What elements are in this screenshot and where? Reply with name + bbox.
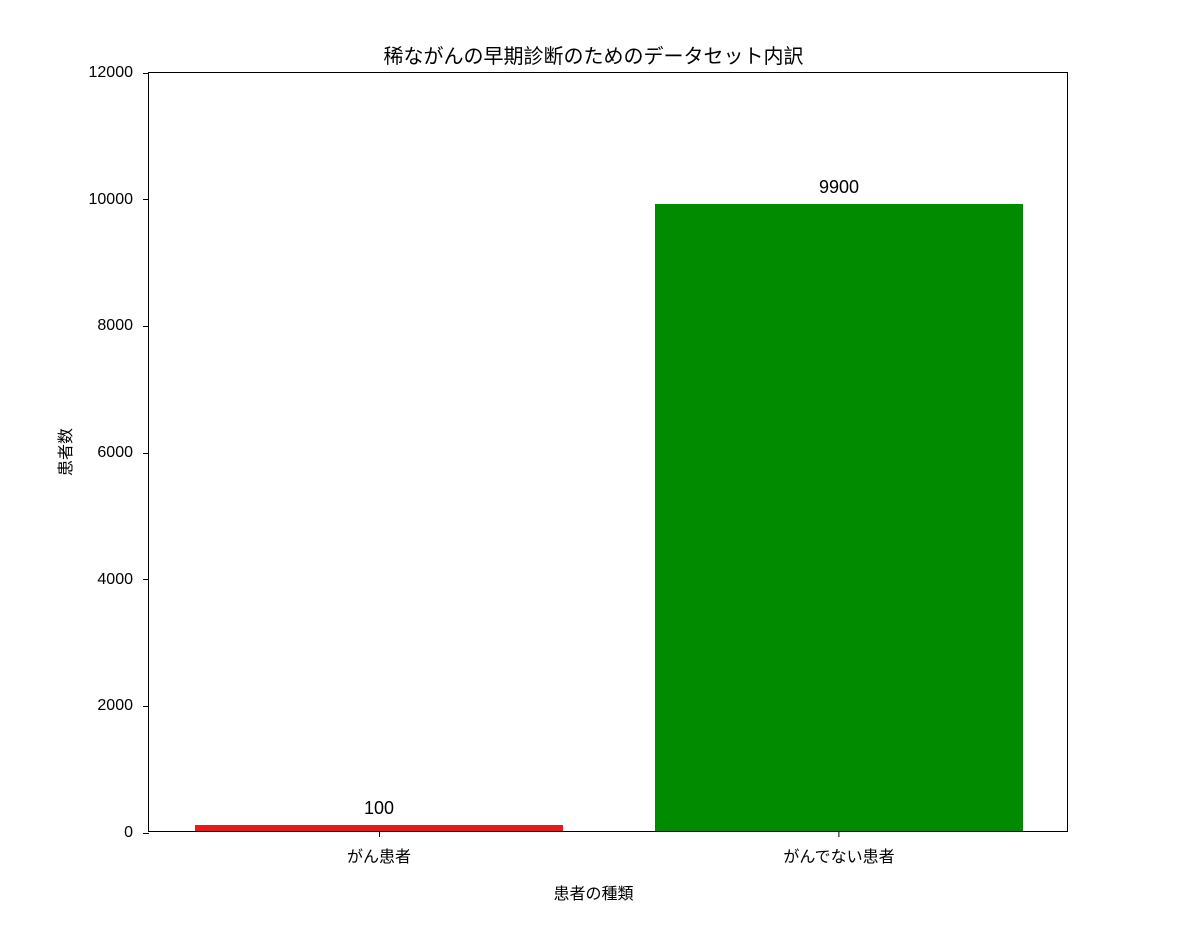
y-tick: 8000 [97, 317, 149, 335]
x-tick-label: がんでない患者 [783, 843, 894, 867]
plot-area: 020004000600080001000012000100がん患者9900がん… [148, 72, 1068, 832]
bar-value-label: 9900 [819, 177, 859, 198]
y-tick-label: 2000 [97, 697, 139, 715]
y-tick-label: 12000 [89, 64, 140, 82]
y-tick-mark [143, 199, 149, 200]
x-axis-label: 患者の種類 [0, 880, 1187, 904]
y-tick-mark [143, 453, 149, 454]
y-tick: 0 [124, 824, 149, 842]
y-tick: 6000 [97, 444, 149, 462]
bar [655, 204, 1023, 831]
y-tick-label: 0 [124, 824, 139, 842]
y-tick-label: 4000 [97, 571, 139, 589]
y-tick: 12000 [89, 64, 150, 82]
y-tick: 2000 [97, 697, 149, 715]
y-tick-label: 10000 [89, 191, 140, 209]
y-tick-mark [143, 73, 149, 74]
x-tick: がん患者 [347, 831, 411, 867]
x-tick-mark [838, 831, 839, 837]
y-tick-label: 8000 [97, 317, 139, 335]
chart-title: 稀ながんの早期診断のためのデータセット内訳 [0, 40, 1187, 69]
y-tick-mark [143, 326, 149, 327]
y-tick-label: 6000 [97, 444, 139, 462]
y-tick-mark [143, 706, 149, 707]
y-axis-label: 患者数 [52, 428, 76, 476]
bar-chart: 稀ながんの早期診断のためのデータセット内訳 患者数 患者の種類 02000400… [0, 0, 1187, 927]
y-tick: 10000 [89, 191, 150, 209]
y-tick: 4000 [97, 571, 149, 589]
y-tick-mark [143, 833, 149, 834]
x-tick-label: がん患者 [347, 843, 411, 867]
x-tick-mark [378, 831, 379, 837]
bar-value-label: 100 [364, 798, 394, 819]
x-tick: がんでない患者 [783, 831, 894, 867]
y-tick-mark [143, 579, 149, 580]
